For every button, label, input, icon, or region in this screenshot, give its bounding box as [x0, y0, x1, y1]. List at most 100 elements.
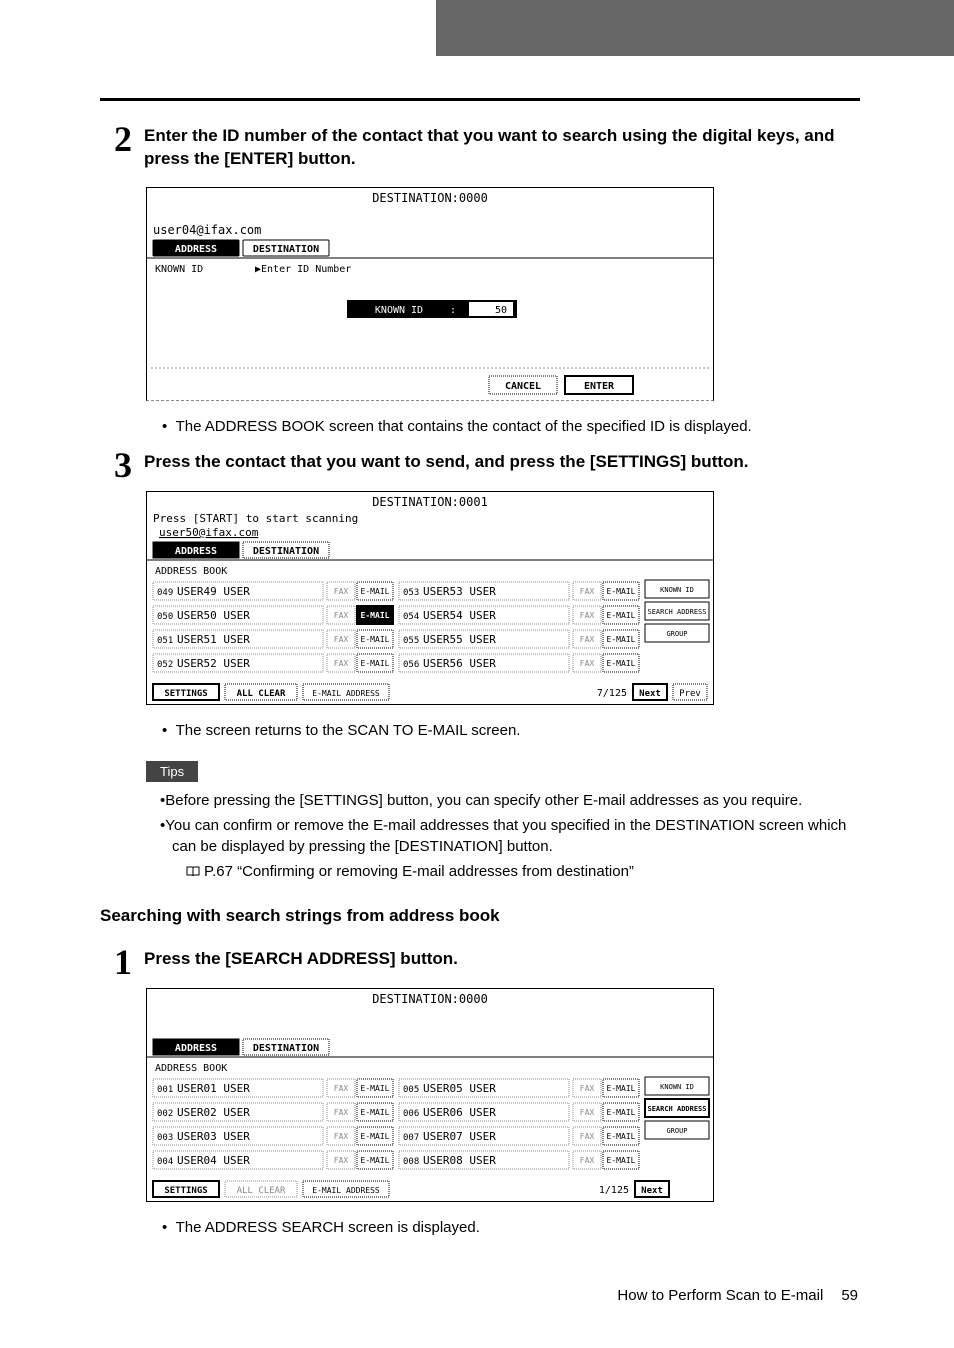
step1b-screenshot: DESTINATION:0000 ADDRESS DESTINATION ADD… [146, 988, 860, 1207]
svg-text:050: 050 [157, 612, 173, 622]
step1b-title: Press the [SEARCH ADDRESS] button. [144, 948, 860, 971]
email-address-button[interactable]: E-MAIL ADDRESS [312, 1186, 380, 1195]
step3-title: Press the contact that you want to send,… [144, 451, 860, 474]
fax-button[interactable]: FAX [334, 587, 349, 596]
svg-text::: : [450, 305, 456, 316]
dest-header: DESTINATION:0001 [372, 495, 488, 509]
email-line: user50@ifax.com [159, 526, 259, 539]
svg-text:004: 004 [157, 1157, 173, 1167]
prev-button[interactable]: Prev [679, 689, 701, 699]
svg-text:051: 051 [157, 636, 173, 646]
fax-button[interactable]: FAX [580, 659, 595, 668]
svg-text:USER06 USER: USER06 USER [423, 1106, 496, 1119]
svg-text:056: 056 [403, 660, 419, 670]
svg-text:USER02 USER: USER02 USER [177, 1106, 250, 1119]
dest-header: DESTINATION:0000 [372, 191, 488, 205]
svg-text:002: 002 [157, 1109, 173, 1119]
subsection-heading: Searching with search strings from addre… [100, 906, 860, 926]
step-number-1b: 1 [100, 944, 132, 980]
enter-button[interactable]: ENTER [584, 381, 615, 392]
svg-text:052: 052 [157, 660, 173, 670]
svg-text:054: 054 [403, 612, 419, 622]
dialog-known-id: KNOWN ID [375, 305, 423, 316]
email-button[interactable]: E-MAIL [607, 611, 636, 620]
svg-text:KNOWN ID: KNOWN ID [660, 586, 694, 594]
fax-button[interactable]: FAX [334, 659, 349, 668]
svg-text:USER50 USER: USER50 USER [177, 609, 250, 622]
svg-text:USER04 USER: USER04 USER [177, 1154, 250, 1167]
email-button[interactable]: E-MAIL [607, 635, 636, 644]
fax-button[interactable]: FAX [334, 635, 349, 644]
tab-address[interactable]: ADDRESS [175, 546, 217, 557]
svg-text:USER05 USER: USER05 USER [423, 1082, 496, 1095]
email-button[interactable]: E-MAIL [607, 1132, 636, 1141]
fax-button[interactable]: FAX [334, 1156, 349, 1165]
email-address-button[interactable]: E-MAIL ADDRESS [312, 689, 380, 698]
svg-text:USER52 USER: USER52 USER [177, 657, 250, 670]
svg-text:USER55 USER: USER55 USER [423, 633, 496, 646]
step3-note: The screen returns to the SCAN TO E-MAIL… [162, 720, 860, 741]
svg-text:006: 006 [403, 1109, 419, 1119]
email-button[interactable]: E-MAIL [361, 659, 390, 668]
step-number-2: 2 [100, 121, 132, 179]
email-button[interactable]: E-MAIL [361, 1156, 390, 1165]
fax-button[interactable]: FAX [580, 587, 595, 596]
next-button[interactable]: Next [641, 1186, 663, 1196]
tab-destination[interactable]: DESTINATION [253, 546, 319, 557]
email-button[interactable]: E-MAIL [361, 1108, 390, 1117]
step3-screenshot: DESTINATION:0001 Press [START] to start … [146, 491, 860, 710]
email-button[interactable]: E-MAIL [607, 1108, 636, 1117]
email-button[interactable]: E-MAIL [361, 1084, 390, 1093]
svg-text:007: 007 [403, 1133, 419, 1143]
svg-text:GROUP: GROUP [666, 1127, 687, 1135]
email-button[interactable]: E-MAIL [607, 587, 636, 596]
next-button[interactable]: Next [639, 689, 661, 699]
email-button[interactable]: E-MAIL [607, 659, 636, 668]
settings-button[interactable]: SETTINGS [164, 689, 207, 699]
svg-text:USER49 USER: USER49 USER [177, 585, 250, 598]
email-button[interactable]: E-MAIL [607, 1084, 636, 1093]
address-book-label: ADDRESS BOOK [155, 1063, 227, 1074]
known-id-input[interactable]: 50 [495, 305, 507, 316]
cancel-button[interactable]: CANCEL [505, 381, 541, 392]
fax-button[interactable]: FAX [334, 1132, 349, 1141]
svg-text:USER08 USER: USER08 USER [423, 1154, 496, 1167]
start-scan-line: Press [START] to start scanning [153, 512, 358, 525]
fax-button[interactable]: FAX [580, 1108, 595, 1117]
email-button[interactable]: E-MAIL [361, 587, 390, 596]
svg-text:003: 003 [157, 1133, 173, 1143]
email-line: user04@ifax.com [153, 223, 261, 237]
fax-button[interactable]: FAX [580, 611, 595, 620]
step-number-3: 3 [100, 447, 132, 483]
tab-address[interactable]: ADDRESS [175, 1043, 217, 1054]
fax-button[interactable]: FAX [580, 1156, 595, 1165]
known-id-label: KNOWN ID [155, 264, 203, 275]
email-button[interactable]: E-MAIL [361, 1132, 390, 1141]
svg-text:008: 008 [403, 1157, 419, 1167]
settings-button[interactable]: SETTINGS [164, 1186, 207, 1196]
fax-button[interactable]: FAX [580, 635, 595, 644]
email-button[interactable]: E-MAIL [361, 635, 390, 644]
svg-text:005: 005 [403, 1085, 419, 1095]
fax-button[interactable]: FAX [334, 1108, 349, 1117]
all-clear-button[interactable]: ALL CLEAR [237, 689, 286, 699]
fax-button[interactable]: FAX [580, 1132, 595, 1141]
email-button[interactable]: E-MAIL [607, 1156, 636, 1165]
all-clear-button[interactable]: ALL CLEAR [237, 1186, 286, 1196]
tab-destination[interactable]: DESTINATION [253, 1043, 319, 1054]
svg-text:USER51 USER: USER51 USER [177, 633, 250, 646]
tab-destination[interactable]: DESTINATION [253, 244, 319, 255]
fax-button[interactable]: FAX [334, 1084, 349, 1093]
page-counter: 1/125 [599, 1185, 629, 1196]
svg-text:GROUP: GROUP [666, 630, 687, 638]
reference-link: P.67 “Confirming or removing E-mail addr… [186, 861, 860, 882]
section-divider [100, 98, 860, 101]
svg-text:SEARCH ADDRESS: SEARCH ADDRESS [647, 1105, 706, 1113]
fax-button[interactable]: FAX [334, 611, 349, 620]
svg-text:001: 001 [157, 1085, 173, 1095]
fax-button[interactable]: FAX [580, 1084, 595, 1093]
email-button[interactable]: E-MAIL [361, 611, 390, 620]
svg-text:USER01 USER: USER01 USER [177, 1082, 250, 1095]
tab-address[interactable]: ADDRESS [175, 244, 217, 255]
svg-text:049: 049 [157, 588, 173, 598]
